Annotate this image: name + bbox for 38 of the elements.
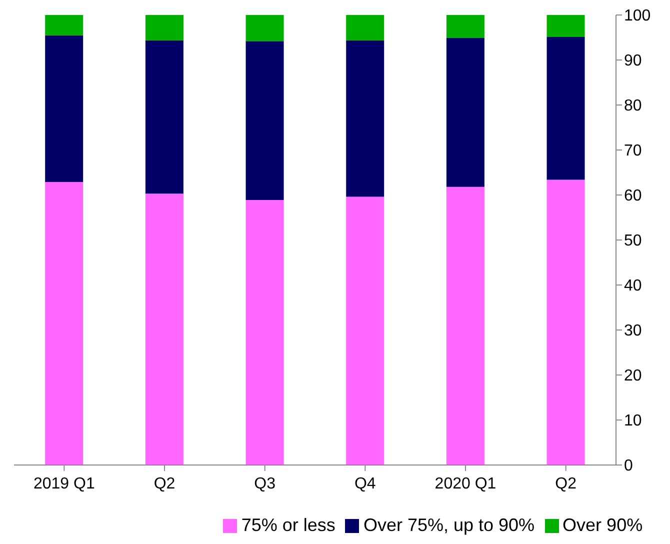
x-tick-label: Q2: [555, 475, 577, 492]
bar: [45, 35, 84, 182]
y-tick-label: 40: [624, 278, 642, 295]
bar: [546, 37, 585, 180]
bar: [346, 40, 384, 197]
bar: [145, 40, 184, 194]
bar: [246, 15, 284, 42]
bar: [45, 15, 84, 36]
bar: [446, 186, 484, 465]
bar: [246, 200, 284, 465]
bar: [246, 41, 284, 200]
legend-label: 75% or less: [241, 515, 336, 535]
bar: [346, 196, 384, 465]
bar: [145, 194, 184, 465]
y-tick-label: 60: [624, 188, 642, 205]
x-tick-label: Q2: [154, 475, 176, 492]
bar: [446, 38, 484, 187]
y-tick-label: 30: [624, 322, 642, 340]
y-tick-label: 100: [624, 8, 651, 25]
x-tick-label: Q3: [254, 475, 276, 492]
y-tick-label: 20: [624, 368, 642, 385]
bar: [346, 15, 384, 40]
y-tick-label: 70: [624, 142, 642, 160]
y-tick-label: 90: [624, 52, 642, 70]
y-tick-label: 10: [624, 412, 642, 430]
x-tick-label: 2019 Q1: [33, 475, 95, 492]
y-tick-label: 80: [624, 98, 642, 115]
y-tick-label: 50: [624, 232, 642, 250]
y-tick-label: 0: [624, 458, 633, 475]
x-tick-label: Q4: [354, 475, 376, 492]
bar: [145, 15, 184, 40]
bar: [546, 180, 585, 465]
bar: [546, 15, 585, 38]
legend-label: Over 90%: [562, 515, 643, 535]
x-tick-label: 2020 Q1: [434, 475, 496, 492]
bar: [446, 15, 484, 38]
bar: [45, 182, 84, 465]
legend-label: Over 75%, up to 90%: [363, 515, 535, 535]
